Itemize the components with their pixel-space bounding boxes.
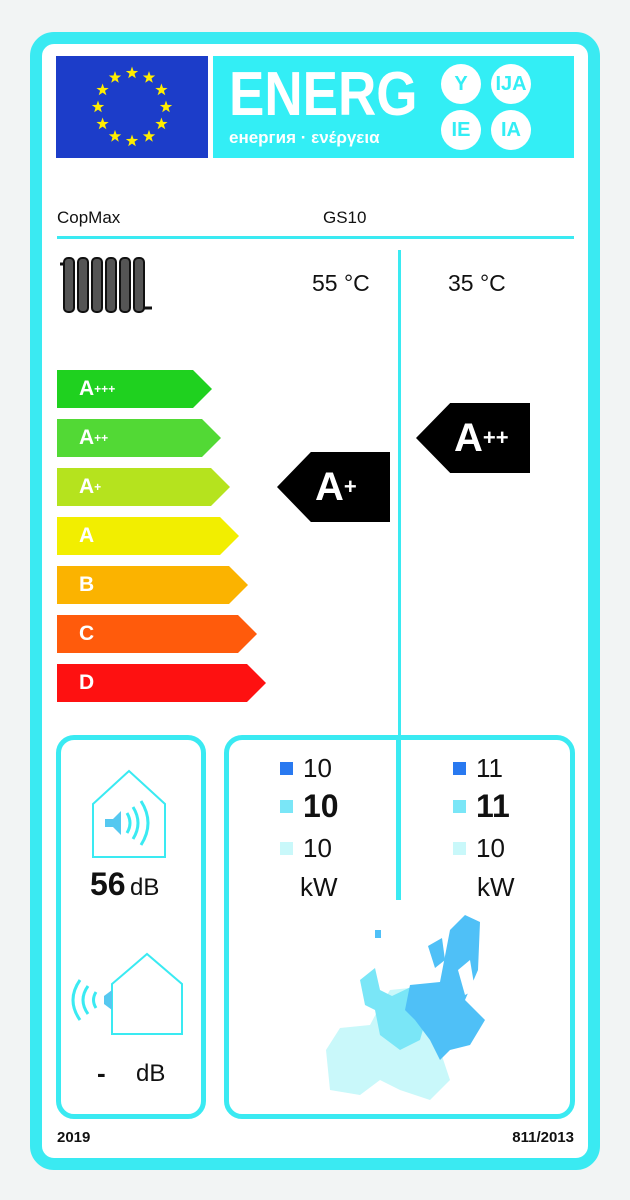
star-icon bbox=[96, 117, 109, 130]
low-average-kw: 11 bbox=[476, 788, 510, 824]
regulation-number: 811/2013 bbox=[512, 1129, 574, 1146]
supplier-name: CopMax bbox=[57, 208, 121, 227]
scale-plus: ++ bbox=[94, 431, 109, 445]
indoor-noise-icon bbox=[91, 769, 167, 863]
average-zone-swatch bbox=[453, 800, 466, 813]
scale-plus: + bbox=[94, 480, 102, 494]
medium-unit: kW bbox=[300, 872, 338, 902]
scale-class-0: A +++ bbox=[57, 370, 212, 408]
noise-box bbox=[56, 735, 206, 1119]
outdoor-noise-unit: dB bbox=[136, 1060, 166, 1087]
cold-zone-swatch bbox=[280, 762, 293, 775]
radiator-icon bbox=[60, 254, 152, 320]
model-id: GS10 bbox=[323, 208, 367, 227]
indoor-noise: 56 dB bbox=[90, 866, 159, 903]
indoor-noise-value: 56 bbox=[90, 866, 126, 902]
scale-plus: +++ bbox=[94, 382, 116, 396]
energy-banner: ENERG енергия · ενέργεια Y IJA IE IA bbox=[213, 56, 574, 158]
star-icon bbox=[108, 71, 122, 83]
scale-letter: C bbox=[79, 622, 95, 645]
star-icon bbox=[142, 71, 156, 83]
scale-class-5: C bbox=[57, 615, 257, 653]
scale-letter: D bbox=[79, 671, 95, 694]
star-icon bbox=[108, 129, 122, 142]
star-icon bbox=[142, 129, 156, 142]
suffix-ia: IA bbox=[491, 110, 531, 150]
rating-letter: A bbox=[315, 464, 344, 509]
star-icon bbox=[155, 117, 168, 130]
medium-cold-kw: 10 bbox=[303, 753, 332, 783]
warm-zone-swatch bbox=[453, 842, 466, 855]
suffix-ija: IJA bbox=[491, 64, 531, 104]
eu-flag-logo bbox=[56, 56, 208, 158]
medium-warm-kw: 10 bbox=[303, 833, 332, 863]
rating-plus: + bbox=[343, 474, 357, 499]
low-cold-kw: 11 bbox=[476, 753, 503, 783]
temp-medium: 55 °C bbox=[312, 270, 370, 296]
scale-class-3: A bbox=[57, 517, 239, 555]
heat-output-box bbox=[224, 735, 575, 1119]
scale-class-6: D bbox=[57, 664, 266, 702]
star-icon bbox=[96, 83, 109, 96]
scale-letter: A bbox=[79, 426, 95, 449]
indoor-noise-unit: dB bbox=[130, 874, 160, 901]
temp-low: 35 °C bbox=[448, 270, 506, 296]
low-warm-kw: 10 bbox=[476, 833, 505, 863]
scale-letter: B bbox=[79, 573, 95, 596]
star-icon bbox=[125, 134, 139, 147]
scale-class-2: A + bbox=[57, 468, 230, 506]
divider bbox=[57, 236, 574, 239]
suffix-ie: IE bbox=[441, 110, 481, 150]
label-year: 2019 bbox=[57, 1129, 91, 1146]
warm-zone-swatch bbox=[280, 842, 293, 855]
scale-class-1: A ++ bbox=[57, 419, 221, 457]
star-icon bbox=[159, 100, 173, 113]
average-zone-swatch bbox=[280, 800, 293, 813]
star-icon bbox=[125, 66, 139, 79]
star-icon bbox=[91, 100, 105, 113]
scale-letter: A bbox=[79, 475, 95, 498]
energy-subtitle: енергия · ενέργεια bbox=[229, 128, 380, 147]
outdoor-noise-icon bbox=[66, 952, 190, 1040]
low-unit: kW bbox=[477, 872, 515, 902]
rating-plus: ++ bbox=[482, 425, 509, 450]
outdoor-noise-value: - bbox=[97, 1058, 106, 1088]
scale-letter: A bbox=[79, 377, 95, 400]
scale-letter: A bbox=[79, 524, 95, 547]
europe-climate-map bbox=[320, 910, 500, 1114]
cold-zone-swatch bbox=[453, 762, 466, 775]
star-icon bbox=[155, 83, 168, 96]
column-divider bbox=[398, 250, 401, 900]
rating-letter: A bbox=[454, 415, 483, 460]
scale-class-4: B bbox=[57, 566, 248, 604]
suffix-y: Y bbox=[441, 64, 481, 104]
medium-average-kw: 10 bbox=[303, 788, 339, 824]
column-divider-lower bbox=[396, 735, 399, 900]
energy-logo-text: ENERG bbox=[229, 59, 418, 130]
